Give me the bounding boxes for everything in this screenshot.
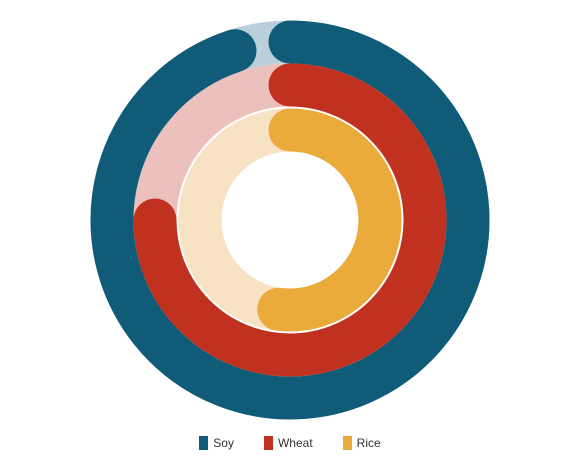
radial-bar-plot: [90, 20, 490, 420]
ring-bar-soy[interactable]: [90, 20, 490, 420]
legend-swatch: [342, 436, 352, 450]
ring-bar-wheat[interactable]: [133, 63, 447, 377]
chart-legend: Soy Wheat Rice: [0, 436, 580, 450]
legend-swatch: [199, 436, 209, 450]
legend-swatch: [263, 436, 273, 450]
legend-label: Wheat: [277, 436, 313, 450]
ring-bar-rice[interactable]: [257, 108, 402, 332]
legend-item-soy[interactable]: Soy: [199, 436, 234, 450]
legend-label: Soy: [213, 436, 234, 450]
legend-item-wheat[interactable]: Wheat: [263, 436, 313, 450]
legend-item-rice[interactable]: Rice: [342, 436, 381, 450]
legend-label: Rice: [356, 436, 381, 450]
